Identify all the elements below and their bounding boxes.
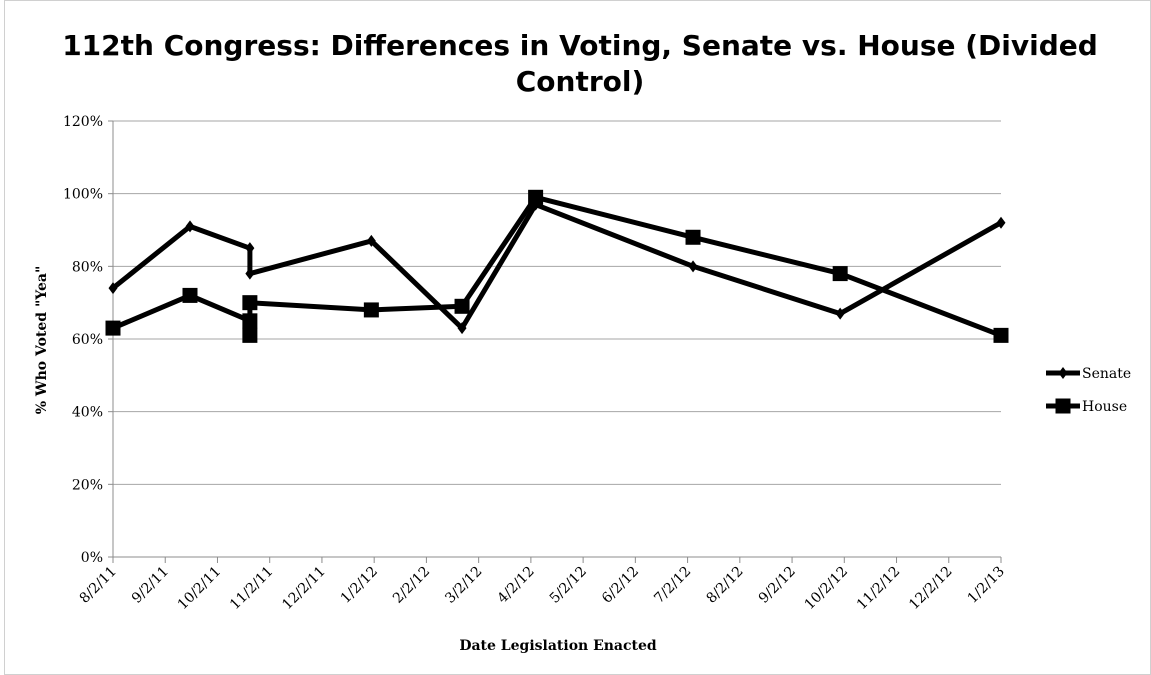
y-tick-label: 120%	[63, 114, 103, 130]
series	[105, 189, 1009, 343]
chart-title-line-2: Control)	[516, 65, 645, 98]
data-point-senate	[245, 267, 255, 280]
gridlines	[113, 120, 1001, 485]
data-point-senate	[996, 216, 1006, 229]
data-point-house	[182, 287, 198, 303]
data-point-house	[242, 327, 258, 343]
y-tick-label: 100%	[63, 187, 103, 203]
y-tick-label: 40%	[72, 405, 103, 421]
data-point-house	[363, 302, 379, 318]
data-point-house	[454, 298, 470, 314]
data-point-senate	[108, 282, 118, 295]
data-point-house	[242, 313, 258, 329]
y-tick-labels: 0% 20% 40% 60% 80% 100% 120%	[63, 114, 103, 566]
data-point-senate	[688, 260, 698, 273]
data-point-house	[528, 189, 544, 205]
data-point-house	[993, 327, 1009, 343]
legend-label: House	[1082, 399, 1127, 415]
legend: Senate House	[1046, 366, 1131, 415]
data-point-house	[105, 320, 121, 336]
data-point-senate	[366, 234, 376, 247]
chart-title-line-1: 112th Congress: Differences in Voting, S…	[62, 29, 1098, 62]
data-point-house	[685, 229, 701, 245]
data-point-house	[832, 266, 848, 282]
y-tick-label: 0%	[81, 550, 103, 566]
chart-frame	[4, 0, 1151, 675]
data-point-senate	[457, 322, 467, 335]
y-axis-label: % Who Voted "Yea"	[34, 266, 50, 415]
data-point-senate	[185, 220, 195, 233]
series-senate	[108, 198, 1006, 335]
data-point-senate	[835, 307, 845, 320]
data-point-house	[242, 295, 258, 311]
legend-item-senate: Senate	[1046, 366, 1131, 382]
legend-marker	[1058, 367, 1068, 379]
series-line-senate	[110, 202, 1004, 331]
x-axis-label: Date Legislation Enacted	[459, 638, 657, 654]
y-tick-label: 80%	[72, 259, 103, 275]
data-point-senate	[245, 242, 255, 255]
legend-label: Senate	[1082, 366, 1131, 382]
legend-item-house: House	[1046, 398, 1127, 415]
legend-marker	[1055, 398, 1071, 414]
series-house	[105, 189, 1009, 343]
y-tick-label: 60%	[72, 332, 103, 348]
y-tick-label: 20%	[72, 477, 103, 493]
axes	[108, 120, 1002, 563]
